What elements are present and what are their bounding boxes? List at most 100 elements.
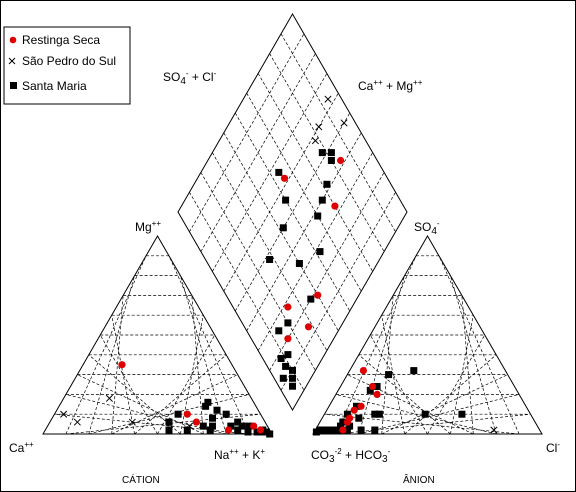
cation-point-santa-maria — [227, 422, 235, 430]
diamond-point-restinga-seca — [284, 303, 292, 311]
anion-point-santa-maria — [355, 414, 363, 422]
outline-layer — [42, 13, 543, 435]
anion-triangle-grid-line — [381, 374, 508, 435]
cation-point-santa-maria — [213, 406, 221, 414]
cation-point-santa-maria — [244, 428, 252, 436]
cation-top-label: Mg++ — [135, 219, 161, 234]
cation-triangle-grid-line — [77, 374, 204, 435]
grid-layer — [54, 33, 531, 435]
cation-point-santa-maria — [266, 430, 274, 438]
legend: Restinga Seca São Pedro do Sul Santa Mar… — [3, 26, 131, 105]
cation-point-santa-maria — [183, 426, 191, 434]
diamond-grid-line — [200, 172, 316, 371]
anion-point-restinga-seca — [359, 367, 367, 375]
diamond-point-santa-maria — [295, 260, 303, 267]
diamond-point-santa-maria — [327, 149, 335, 157]
diamond-point-santa-maria — [318, 196, 326, 204]
legend-box — [3, 26, 131, 105]
diamond-grid-line — [257, 152, 373, 351]
anion-point-santa-maria — [343, 410, 351, 418]
diamond-point-santa-maria — [323, 180, 331, 188]
diamond-grid-line — [234, 112, 351, 312]
anion-triangle-outline — [312, 235, 543, 435]
cation-triangle-grid-line — [65, 394, 227, 435]
diamond-grid-line — [189, 33, 305, 232]
cation-point-santa-maria — [245, 422, 253, 430]
diamond-grid-line — [246, 93, 362, 292]
cation-point-sao-pedro-do-sul — [105, 394, 113, 402]
cation-triangle-grid-line — [111, 374, 238, 435]
cation-point-santa-maria — [234, 418, 242, 426]
anion-triangle-grid-line — [381, 295, 394, 435]
diamond-grid-line — [234, 112, 351, 312]
anion-triangle-grid-line — [438, 255, 520, 435]
cation-left-label: Ca++ — [9, 440, 34, 455]
cation-point-sao-pedro-do-sul — [60, 410, 68, 418]
cation-point-santa-maria — [165, 426, 173, 434]
anion-point-santa-maria — [325, 426, 333, 434]
diamond-grid-line — [280, 192, 396, 391]
anion-triangle-grid-line — [324, 413, 520, 435]
cation-triangle-grid-line — [88, 354, 181, 435]
cation-point-santa-maria — [234, 426, 242, 434]
anion-right-label: Cl- — [546, 440, 560, 455]
cation-triangle-outline — [42, 235, 273, 435]
cation-point-santa-maria — [253, 428, 261, 436]
anion-title: ÂNION — [403, 473, 435, 486]
anion-point-santa-maria — [337, 422, 344, 430]
diamond-point-santa-maria — [284, 351, 292, 359]
diamond-point-restinga-seca — [304, 323, 313, 331]
anion-top-label: SO4- — [414, 219, 440, 237]
legend-label-restinga-seca: Restinga Seca — [22, 33, 100, 47]
points-layer — [60, 95, 498, 438]
cation-triangle-grid-line — [99, 334, 158, 435]
cation-point-sao-pedro-do-sul — [128, 418, 136, 426]
diamond-point-santa-maria — [314, 212, 322, 220]
anion-triangle-grid-line — [427, 334, 486, 435]
cation-triangle-grid-line — [111, 295, 124, 435]
anion-point-santa-maria — [320, 426, 328, 434]
legend-label-sao-pedro-do-sul: São Pedro do Sul — [22, 54, 116, 68]
anion-triangle-grid-line — [358, 354, 451, 435]
diamond-grid-line — [280, 33, 396, 232]
cation-title: CÁTION — [122, 473, 160, 486]
anion-point-santa-maria — [421, 410, 429, 418]
diamond-point-santa-maria — [282, 362, 290, 370]
anion-triangle-grid-line — [450, 275, 497, 435]
diamond-point-santa-maria — [277, 355, 285, 362]
cation-point-santa-maria — [199, 422, 207, 430]
cation-point-restinga-seca — [256, 426, 265, 434]
anion-point-santa-maria — [366, 386, 374, 394]
anion-point-santa-maria — [330, 426, 338, 434]
diamond-point-santa-maria — [279, 374, 287, 382]
cation-point-santa-maria — [209, 414, 216, 422]
cation-point-sao-pedro-do-sul — [73, 418, 81, 426]
cation-point-santa-maria — [206, 426, 214, 434]
anion-point-santa-maria — [371, 426, 379, 434]
anion-point-santa-maria — [339, 418, 347, 426]
anion-point-restinga-seca — [350, 406, 358, 414]
anion-point-santa-maria — [458, 410, 466, 418]
cation-triangle-grid-line — [191, 295, 204, 435]
anion-point-santa-maria — [346, 422, 354, 430]
anion-point-santa-maria — [375, 410, 383, 418]
anion-point-santa-maria — [343, 426, 351, 434]
cation-point-restinga-seca — [192, 418, 200, 426]
cation-point-santa-maria — [165, 418, 173, 426]
diamond-point-santa-maria — [327, 157, 335, 164]
diamond-point-santa-maria — [266, 256, 274, 263]
anion-triangle-grid-line — [347, 374, 474, 435]
cation-triangle-grid-line — [168, 255, 250, 435]
anion-point-restinga-seca — [373, 390, 381, 398]
legend-label-santa-maria: Santa Maria — [22, 79, 87, 93]
anion-triangle-grid-line — [369, 334, 428, 435]
diamond-point-restinga-seca — [331, 202, 339, 210]
cation-point-santa-maria — [204, 398, 212, 406]
anion-point-restinga-seca — [357, 402, 365, 410]
cation-point-restinga-seca — [250, 422, 258, 430]
cation-right-label: Na++ + K+ — [214, 447, 265, 462]
legend-marker-santa-maria — [10, 82, 17, 89]
diamond-point-restinga-seca — [284, 335, 292, 343]
cation-point-santa-maria — [174, 410, 182, 418]
